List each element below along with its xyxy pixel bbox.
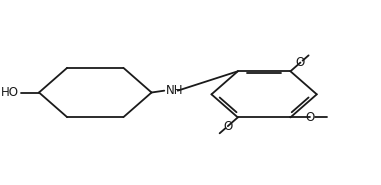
Text: O: O <box>296 56 305 69</box>
Text: O: O <box>306 111 315 124</box>
Text: O: O <box>223 120 232 133</box>
Text: NH: NH <box>166 84 184 97</box>
Text: HO: HO <box>1 86 19 99</box>
